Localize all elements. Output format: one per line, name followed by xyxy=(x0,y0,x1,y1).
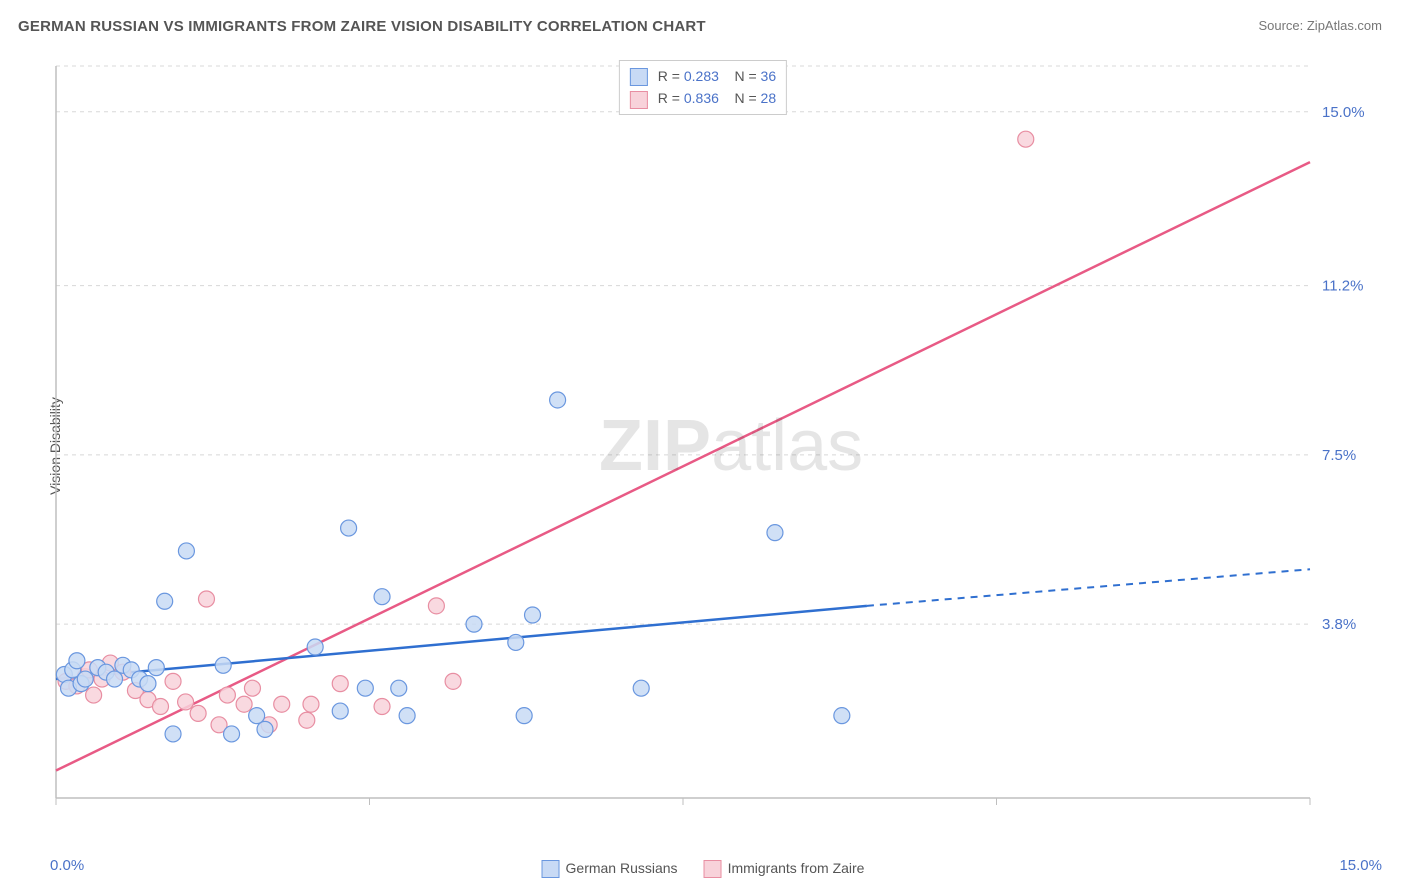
swatch-blue-icon xyxy=(542,860,560,878)
series-legend: German Russians Immigrants from Zaire xyxy=(542,860,865,878)
swatch-blue-icon xyxy=(630,68,648,86)
swatch-pink-icon xyxy=(630,91,648,109)
series-a-r: 0.283 xyxy=(684,68,719,84)
series-a-n: 36 xyxy=(761,68,777,84)
r-label: R = xyxy=(658,68,684,84)
source-attribution: Source: ZipAtlas.com xyxy=(1258,18,1382,33)
svg-text:7.5%: 7.5% xyxy=(1322,447,1356,464)
n-label: N = xyxy=(734,90,760,106)
source-link[interactable]: ZipAtlas.com xyxy=(1307,18,1382,33)
series-a-label: German Russians xyxy=(566,860,678,876)
r-label: R = xyxy=(658,90,684,106)
legend-row-a: R = 0.283 N = 36 xyxy=(630,65,776,87)
swatch-pink-icon xyxy=(704,860,722,878)
legend-item-a: German Russians xyxy=(542,860,678,878)
chart-title: GERMAN RUSSIAN VS IMMIGRANTS FROM ZAIRE … xyxy=(18,18,706,35)
scatter-chart-svg: 3.8% 7.5% 11.2% 15.0% xyxy=(50,58,1370,828)
svg-text:15.0%: 15.0% xyxy=(1322,104,1365,121)
series-b-r: 0.836 xyxy=(684,90,719,106)
n-label: N = xyxy=(734,68,760,84)
x-axis-max-label: 15.0% xyxy=(1339,857,1382,874)
chart-plot-area: 3.8% 7.5% 11.2% 15.0% xyxy=(50,58,1370,828)
svg-text:3.8%: 3.8% xyxy=(1322,616,1356,633)
correlation-legend: R = 0.283 N = 36 R = 0.836 N = 28 xyxy=(619,60,787,115)
x-axis-min-label: 0.0% xyxy=(50,857,84,874)
source-prefix: Source: xyxy=(1258,18,1306,33)
series-b-label: Immigrants from Zaire xyxy=(728,860,865,876)
legend-row-b: R = 0.836 N = 28 xyxy=(630,87,776,109)
svg-text:11.2%: 11.2% xyxy=(1322,278,1363,295)
legend-item-b: Immigrants from Zaire xyxy=(704,860,865,878)
series-b-n: 28 xyxy=(761,90,777,106)
